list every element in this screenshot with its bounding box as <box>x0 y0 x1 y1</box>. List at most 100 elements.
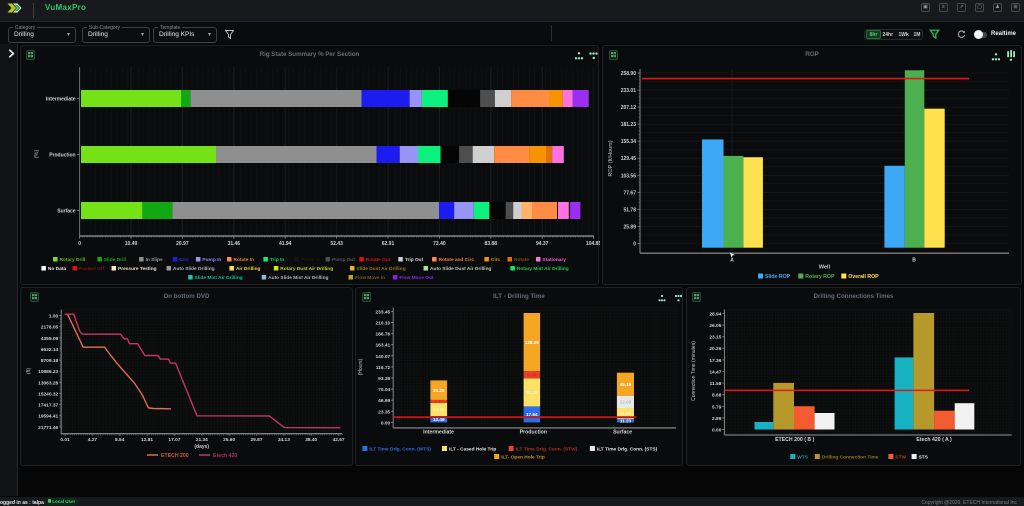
svg-text:Surface: Surface <box>613 430 632 436</box>
svg-text:21.02: 21.02 <box>620 411 632 416</box>
svg-text:ETECH 200 ( B ): ETECH 200 ( B ) <box>775 437 814 443</box>
svg-text:(ft): (ft) <box>26 368 32 374</box>
svg-text:70.04: 70.04 <box>378 387 390 393</box>
svg-text:Trip Out: Trip Out <box>405 257 424 263</box>
svg-text:17.36: 17.36 <box>709 358 721 364</box>
svg-text:ILT- Open Hole Trip: ILT- Open Hole Trip <box>501 455 545 461</box>
svg-text:210.10: 210.10 <box>376 321 391 327</box>
svg-text:STS: STS <box>919 455 929 461</box>
svg-text:Slide Drill: Slide Drill <box>104 257 126 263</box>
svg-text:25.60: 25.60 <box>223 437 235 443</box>
svg-text:12.81: 12.81 <box>141 437 153 443</box>
svg-text:Etech 420: Etech 420 <box>213 453 237 459</box>
svg-text:83.88: 83.88 <box>485 241 498 247</box>
svg-text:207.12: 207.12 <box>621 105 637 111</box>
svg-text:6532.14: 6532.14 <box>41 347 59 353</box>
svg-text:34.26: 34.26 <box>433 388 445 393</box>
svg-text:4355.09: 4355.09 <box>41 336 59 342</box>
svg-text:23.35: 23.35 <box>378 409 390 415</box>
svg-text:14.47: 14.47 <box>709 369 721 375</box>
svg-text:38.40: 38.40 <box>305 437 317 443</box>
svg-text:13.46: 13.46 <box>433 417 445 422</box>
svg-text:15240.32: 15240.32 <box>38 391 58 397</box>
svg-text:4.27: 4.27 <box>88 437 98 443</box>
svg-text:8.68: 8.68 <box>712 393 722 399</box>
svg-text:140.07: 140.07 <box>376 354 391 360</box>
svg-text:163.41: 163.41 <box>376 343 391 349</box>
svg-text:Rotate: Rotate <box>514 257 529 263</box>
svg-text:ROP (ft/Hours): ROP (ft/Hours) <box>608 140 614 176</box>
svg-text:WTS: WTS <box>797 455 808 461</box>
svg-text:Auto Slide Dust Air Drilling: Auto Slide Dust Air Drilling <box>430 266 491 272</box>
svg-text:ILT Time Drlg. Conn. (WTS): ILT Time Drlg. Conn. (WTS) <box>369 447 431 453</box>
svg-text:Drilling Connection Time: Drilling Connection Time <box>822 455 879 461</box>
svg-text:Intermediate: Intermediate <box>423 430 454 436</box>
svg-text:62.91: 62.91 <box>382 241 395 247</box>
svg-text:Auto Slide Drilling: Auto Slide Drilling <box>173 266 215 272</box>
svg-text:Trip In: Trip In <box>270 257 284 263</box>
svg-text:104.85: 104.85 <box>586 241 600 247</box>
svg-text:Stationary: Stationary <box>542 257 566 263</box>
svg-text:51.78: 51.78 <box>623 207 636 213</box>
svg-text:2.78: 2.78 <box>434 399 443 404</box>
svg-text:Rotary Mist Air Drilling: Rotary Mist Air Drilling <box>517 266 569 272</box>
svg-text:186.76: 186.76 <box>376 332 391 338</box>
svg-text:21771.46: 21771.46 <box>38 425 58 431</box>
svg-text:0.00: 0.00 <box>381 420 391 426</box>
svg-text:5.79: 5.79 <box>712 404 722 410</box>
svg-text:49.16: 49.16 <box>620 382 632 387</box>
svg-text:Intermediate: Intermediate <box>46 97 76 103</box>
svg-text:Packed Off: Packed Off <box>79 266 104 272</box>
svg-text:Slide Dust Air Drilling: Slide Dust Air Drilling <box>357 266 406 272</box>
svg-text:Rotary ROP: Rotary ROP <box>805 274 835 280</box>
svg-text:20.26: 20.26 <box>709 346 721 352</box>
svg-text:103.56: 103.56 <box>621 173 637 179</box>
svg-text:Production: Production <box>520 430 547 436</box>
svg-text:STW: STW <box>895 455 906 461</box>
svg-text:B: B <box>912 257 916 263</box>
svg-text:Air Drilling: Air Drilling <box>236 266 261 272</box>
svg-text:34.13: 34.13 <box>278 437 290 443</box>
svg-text:8.54: 8.54 <box>115 437 125 443</box>
svg-text:2178.05: 2178.05 <box>41 325 59 331</box>
svg-text:Rotate Out: Rotate Out <box>366 257 391 263</box>
svg-text:Connection Time (minutes): Connection Time (minutes) <box>691 341 697 401</box>
svg-text:155.34: 155.34 <box>621 139 637 145</box>
svg-text:0.01: 0.01 <box>60 437 70 443</box>
svg-text:Etech 420 ( A ): Etech 420 ( A ) <box>916 437 952 443</box>
svg-text:12.08: 12.08 <box>620 400 632 405</box>
svg-text:73.40: 73.40 <box>433 241 446 247</box>
svg-text:25.89: 25.89 <box>623 224 636 230</box>
svg-text:Rotary Dust Air Drilling: Rotary Dust Air Drilling <box>280 266 333 272</box>
svg-text:21.34: 21.34 <box>196 437 208 443</box>
svg-text:9.99: 9.99 <box>527 373 536 378</box>
svg-text:94.37: 94.37 <box>536 241 549 247</box>
svg-text:11.58: 11.58 <box>710 381 722 387</box>
svg-text:116.72: 116.72 <box>376 365 391 371</box>
svg-text:31.46: 31.46 <box>228 241 241 247</box>
svg-text:0: 0 <box>633 242 636 248</box>
svg-text:17.07: 17.07 <box>168 437 180 443</box>
svg-text:Flow Move In: Flow Move In <box>355 275 385 281</box>
svg-text:258.90: 258.90 <box>621 71 637 77</box>
svg-text:(%): (%) <box>34 150 40 159</box>
svg-text:Surface: Surface <box>57 209 76 215</box>
svg-text:ETECH 200: ETECH 200 <box>161 453 189 459</box>
svg-text:No Data: No Data <box>48 266 66 272</box>
svg-text:Circ: Circ <box>179 257 189 263</box>
svg-text:52.43: 52.43 <box>330 241 343 247</box>
svg-text:8709.18: 8709.18 <box>41 358 59 364</box>
svg-text:51.26: 51.26 <box>526 390 538 395</box>
svg-text:28.94: 28.94 <box>709 311 721 317</box>
svg-text:A: A <box>730 257 734 263</box>
svg-text:181.23: 181.23 <box>621 122 637 128</box>
svg-text:Circ: Circ <box>491 257 501 263</box>
svg-text:10.49: 10.49 <box>125 241 138 247</box>
svg-text:In Slips: In Slips <box>146 257 163 263</box>
svg-text:233.01: 233.01 <box>621 88 637 94</box>
svg-text:0.00: 0.00 <box>712 428 722 434</box>
svg-text:129.45: 129.45 <box>621 156 637 162</box>
svg-text:Flow Move Out: Flow Move Out <box>399 275 434 281</box>
svg-text:Production: Production <box>49 153 75 159</box>
svg-text:Rotate and Circ: Rotate and Circ <box>439 257 475 263</box>
